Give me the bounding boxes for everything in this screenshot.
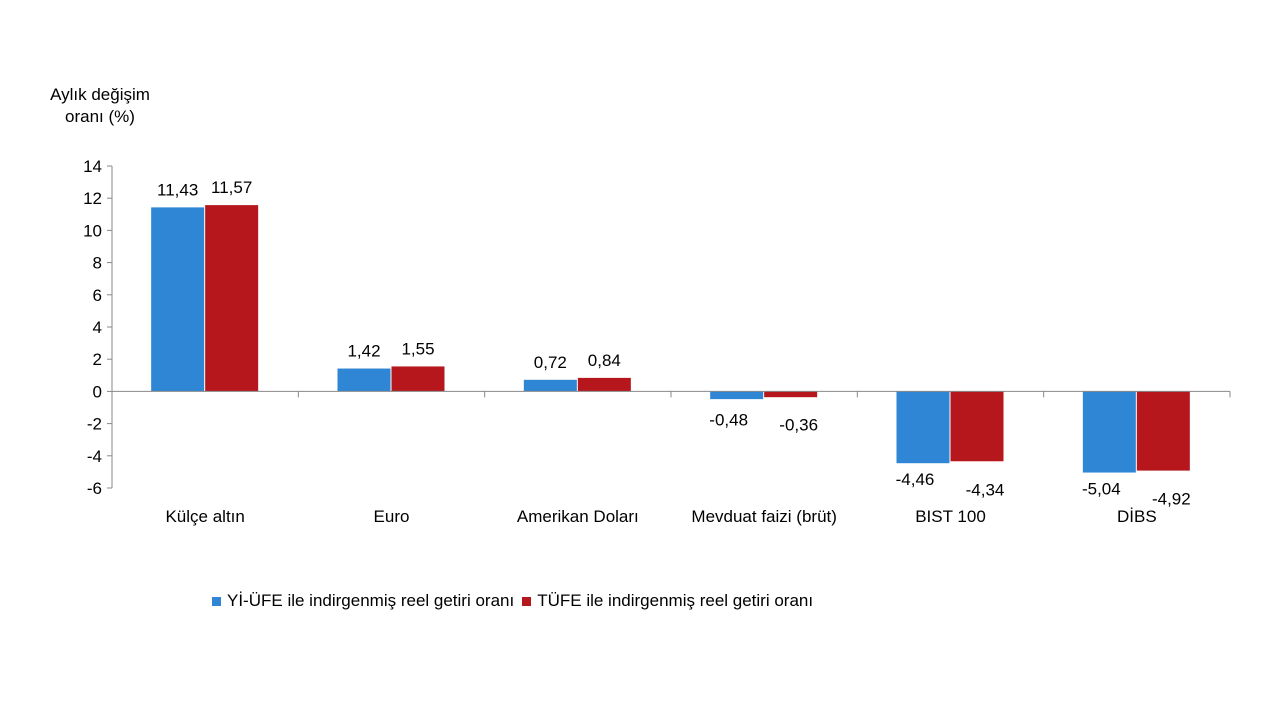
category-label-1: Euro [374,507,410,526]
data-label-tufe-0: 11,57 [211,178,252,197]
data-label-yiufe-0: 11,43 [157,180,198,199]
y-tick-label: 4 [93,318,102,337]
legend-swatch-yiufe [212,596,221,606]
bar-yiufe-4 [896,391,950,464]
y-tick-label: 8 [93,254,102,273]
legend-label-tufe: TÜFE ile indirgenmiş reel getiri oranı [537,591,814,610]
data-label-yiufe-3: -0,48 [709,410,748,429]
category-label-0: Külçe altın [165,507,244,526]
y-tick-label: 10 [83,221,102,240]
bar-tufe-5 [1136,391,1190,471]
y-tick-label: -2 [87,415,102,434]
bar-tufe-2 [577,377,631,392]
bar-tufe-4 [950,391,1004,462]
bar-yiufe-5 [1082,391,1136,473]
legend-item-tufe: TÜFE ile indirgenmiş reel getiri oranı [522,591,813,611]
y-tick-label: -4 [87,447,102,466]
data-label-yiufe-2: 0,72 [534,353,567,372]
y-tick-label: 0 [93,382,102,401]
y-tick-label: -6 [87,479,102,498]
category-label-5: DİBS [1117,507,1157,526]
category-label-2: Amerikan Doları [517,507,639,526]
y-tick-label: 12 [83,189,102,208]
y-axis-label-line-2: oranı (%) [65,107,135,126]
data-label-tufe-5: -4,92 [1152,490,1191,509]
data-label-yiufe-4: -4,46 [896,470,935,489]
legend-label-yiufe: Yİ-ÜFE ile indirgenmiş reel getiri oranı [227,591,515,610]
y-tick-label: 14 [83,157,102,176]
legend: Yİ-ÜFE ile indirgenmiş reel getiri oranı… [212,590,821,612]
bar-yiufe-1 [337,368,391,392]
bar-yiufe-0 [151,207,205,392]
data-label-tufe-4: -4,34 [966,480,1005,499]
y-tick-label: 2 [93,350,102,369]
data-label-tufe-1: 1,55 [401,339,434,358]
data-label-tufe-3: -0,36 [779,415,818,434]
legend-swatch-tufe [522,596,532,606]
bar-yiufe-2 [523,379,577,392]
bar-yiufe-3 [710,391,764,400]
y-tick-label: 6 [93,286,102,305]
bar-tufe-3 [764,391,818,398]
category-label-4: BIST 100 [915,507,986,526]
bar-tufe-1 [391,366,445,392]
data-label-tufe-2: 0,84 [588,351,621,370]
y-axis-label: Aylık değişim oranı (%) [30,84,170,128]
legend-item-yiufe: Yİ-ÜFE ile indirgenmiş reel getiri oranı [212,591,514,611]
data-label-yiufe-5: -5,04 [1082,480,1121,499]
bar-tufe-0 [205,205,259,392]
y-axis-label-line-1: Aylık değişim [50,85,150,104]
category-label-3: Mevduat faizi (brüt) [691,507,837,526]
data-label-yiufe-1: 1,42 [347,342,380,361]
